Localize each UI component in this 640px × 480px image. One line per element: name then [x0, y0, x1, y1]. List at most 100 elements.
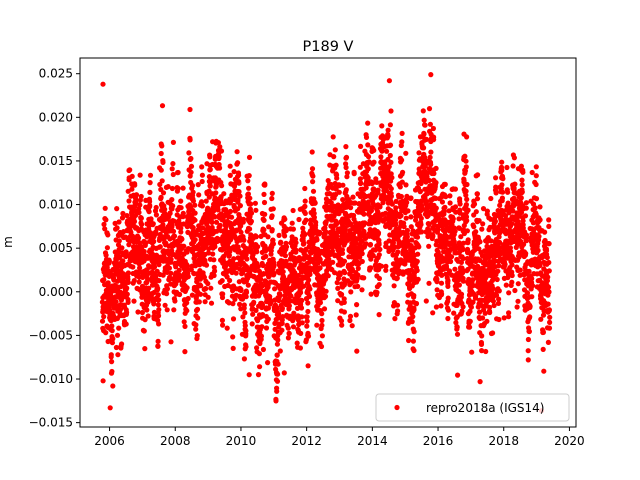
- data-point: [237, 301, 243, 307]
- data-point: [151, 301, 157, 307]
- data-point: [104, 245, 110, 251]
- data-point: [450, 216, 456, 222]
- data-point: [307, 271, 313, 277]
- data-point: [261, 217, 267, 223]
- data-point: [309, 166, 316, 172]
- outlier-point: [246, 372, 252, 378]
- data-point: [332, 147, 338, 153]
- data-point: [480, 221, 486, 227]
- data-point: [124, 285, 130, 291]
- data-point: [261, 227, 267, 233]
- data-point: [480, 315, 486, 321]
- data-point: [523, 238, 530, 244]
- data-point: [496, 288, 502, 294]
- data-point: [460, 247, 466, 253]
- data-point: [525, 336, 532, 343]
- data-point: [214, 228, 220, 234]
- data-point: [143, 240, 149, 246]
- data-point: [408, 195, 414, 201]
- data-point: [165, 184, 171, 190]
- data-point: [102, 226, 108, 232]
- legend-box: [375, 393, 570, 422]
- legend-marker: [394, 404, 400, 411]
- data-point: [368, 291, 374, 297]
- data-point: [189, 292, 195, 298]
- data-point: [426, 177, 432, 184]
- data-point: [159, 103, 166, 109]
- data-point: [112, 220, 118, 226]
- data-point: [151, 238, 157, 245]
- data-point: [457, 201, 463, 207]
- data-point: [192, 217, 198, 223]
- data-point: [272, 286, 278, 292]
- data-point: [359, 287, 365, 293]
- data-point: [261, 199, 268, 206]
- data-point: [109, 359, 115, 365]
- data-point: [260, 346, 266, 353]
- data-point: [116, 325, 122, 331]
- data-point: [192, 202, 198, 208]
- data-point: [445, 315, 451, 322]
- data-point: [367, 241, 374, 248]
- data-point: [197, 262, 203, 268]
- data-point: [454, 324, 460, 330]
- data-point: [415, 276, 421, 282]
- data-point: [248, 218, 254, 224]
- data-point: [221, 191, 227, 197]
- data-point: [311, 210, 317, 216]
- data-point: [462, 168, 468, 174]
- data-point: [297, 345, 303, 351]
- data-point: [388, 193, 394, 199]
- data-point: [482, 310, 488, 316]
- data-point: [184, 308, 190, 314]
- data-point: [119, 341, 125, 347]
- data-point: [302, 198, 308, 204]
- legend-label: repro2018a (IGS14): [426, 401, 544, 415]
- data-point: [530, 283, 536, 289]
- data-point: [205, 294, 211, 300]
- data-point: [479, 348, 485, 354]
- data-point: [125, 270, 131, 276]
- data-point: [116, 219, 122, 225]
- data-point: [170, 171, 176, 178]
- data-point: [404, 193, 410, 199]
- data-point: [136, 279, 142, 285]
- data-point: [493, 190, 499, 196]
- data-point: [497, 239, 503, 246]
- data-point: [386, 248, 392, 254]
- data-point: [314, 237, 320, 243]
- data-point: [514, 304, 520, 310]
- data-point: [433, 180, 439, 186]
- data-point: [545, 274, 551, 280]
- data-point: [251, 299, 257, 305]
- data-point: [243, 328, 249, 334]
- data-point: [212, 244, 218, 250]
- data-point: [506, 290, 512, 296]
- data-point: [419, 229, 425, 235]
- data-point: [452, 228, 458, 234]
- data-point: [255, 244, 261, 250]
- data-point: [301, 283, 307, 289]
- data-point: [527, 303, 533, 309]
- data-point: [459, 308, 465, 314]
- data-point: [355, 283, 361, 289]
- data-point: [321, 306, 328, 312]
- data-point: [199, 203, 205, 209]
- data-point: [411, 307, 417, 313]
- data-point: [296, 216, 302, 223]
- data-point: [430, 125, 436, 132]
- data-point: [420, 108, 426, 114]
- data-point: [236, 214, 242, 220]
- data-point: [293, 247, 299, 253]
- data-point: [488, 238, 494, 244]
- data-point: [231, 169, 237, 175]
- data-point: [529, 276, 535, 282]
- data-point: [476, 309, 483, 315]
- data-point: [282, 253, 288, 259]
- data-point: [438, 303, 444, 309]
- data-point: [285, 325, 291, 331]
- data-point: [247, 206, 253, 212]
- data-point: [471, 224, 477, 230]
- data-point: [474, 191, 480, 197]
- data-point: [421, 117, 427, 123]
